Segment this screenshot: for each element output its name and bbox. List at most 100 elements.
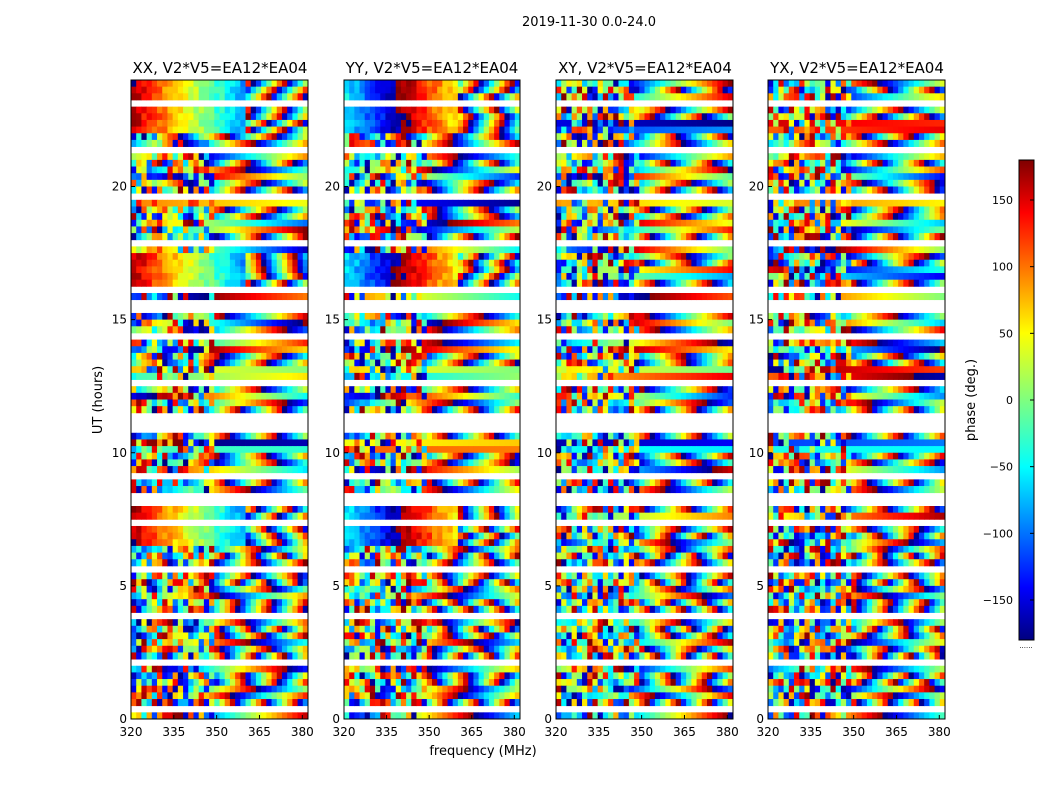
heat-cell — [229, 139, 236, 147]
heat-cell — [261, 672, 267, 680]
heat-cell — [177, 466, 184, 474]
heat-cell — [442, 326, 448, 334]
heat-cell — [245, 233, 252, 241]
heat-cell — [224, 119, 231, 127]
heat-cell — [193, 273, 200, 281]
heat-cell — [146, 106, 153, 114]
heat-cell — [349, 406, 355, 414]
heat-cell — [292, 386, 298, 394]
heat-cell — [271, 392, 278, 400]
heat-cell — [375, 639, 381, 647]
heat-cell — [162, 359, 168, 367]
heat-cell — [499, 319, 505, 327]
heat-cell — [359, 406, 366, 414]
heat-cell — [354, 366, 360, 374]
heat-cell — [400, 153, 407, 161]
heat-cell — [509, 372, 516, 380]
heat-cell — [369, 545, 376, 553]
heat-cell — [406, 153, 412, 161]
heat-cell — [390, 219, 397, 227]
heat-cell — [494, 632, 500, 640]
heat-cell — [219, 592, 226, 600]
heat-cell — [245, 273, 252, 281]
heat-cell — [183, 446, 189, 454]
heat-cell — [488, 559, 495, 567]
heat-cell — [177, 86, 184, 94]
heat-cell — [214, 506, 220, 514]
heat-cell — [514, 512, 521, 520]
heat-cell — [344, 279, 350, 287]
heat-cell — [203, 532, 210, 540]
heat-cell — [478, 219, 485, 227]
heat-cell — [214, 199, 220, 207]
heat-cell — [483, 479, 490, 487]
heat-cell — [354, 206, 360, 214]
heat-cell — [172, 446, 179, 454]
heat-cell — [198, 206, 205, 214]
heat-cell — [136, 133, 142, 141]
heat-cell — [281, 259, 288, 267]
heat-cell — [219, 386, 226, 394]
heat-cell — [385, 139, 391, 147]
heat-cell — [494, 213, 500, 221]
heat-cell — [432, 559, 438, 567]
heat-cell — [136, 512, 142, 520]
heat-cell — [162, 119, 168, 127]
heat-cell — [416, 532, 423, 540]
heat-cell — [297, 599, 304, 607]
heat-cell — [463, 619, 469, 627]
heat-cell — [504, 386, 511, 394]
heat-cell — [395, 93, 402, 101]
heat-cell — [421, 106, 428, 114]
heat-cell — [131, 159, 137, 167]
heat-cell — [390, 80, 397, 88]
heat-cell — [344, 312, 350, 321]
heat-cell — [151, 259, 158, 267]
heat-cell — [400, 346, 407, 354]
heat-cell — [131, 399, 137, 407]
heat-cell — [172, 552, 179, 560]
heat-cell — [235, 539, 241, 547]
heat-cell — [203, 186, 210, 194]
heat-cell — [151, 86, 158, 94]
heat-cell — [183, 173, 189, 181]
heat-cell — [400, 406, 407, 414]
heat-cell — [146, 312, 153, 321]
heat-cell — [162, 512, 168, 520]
heat-cell — [198, 679, 205, 687]
heat-cell — [219, 699, 226, 707]
heat-cell — [483, 619, 490, 627]
heat-cell — [509, 639, 516, 647]
heat-cell — [488, 259, 495, 267]
heat-cell — [504, 665, 511, 673]
heat-cell — [509, 312, 516, 321]
heat-cell — [364, 93, 371, 101]
heat-cell — [411, 386, 417, 394]
heat-cell — [188, 539, 194, 547]
heat-cell — [276, 319, 283, 327]
heat-cell — [266, 352, 272, 360]
heat-cell — [229, 319, 236, 327]
heat-cell — [457, 133, 464, 141]
heat-cell — [198, 506, 205, 514]
heat-cell — [167, 572, 174, 580]
heat-cell — [281, 93, 288, 101]
heat-cell — [385, 552, 391, 560]
heat-cell — [219, 273, 226, 281]
heat-cell — [146, 599, 153, 607]
heat-cell — [369, 532, 376, 540]
heat-cell — [255, 126, 262, 134]
heat-cell — [447, 253, 454, 261]
heat-cell — [369, 559, 376, 567]
heat-cell — [198, 479, 205, 487]
heat-cell — [141, 352, 148, 360]
heat-cell — [426, 226, 433, 234]
heat-cell — [261, 93, 267, 101]
heat-cell — [395, 119, 402, 127]
heat-cell — [509, 86, 516, 94]
heat-cell — [380, 153, 386, 161]
heat-cell — [504, 446, 511, 454]
heat-cell — [136, 319, 142, 327]
heat-cell — [255, 186, 262, 194]
heat-cell — [297, 432, 304, 440]
